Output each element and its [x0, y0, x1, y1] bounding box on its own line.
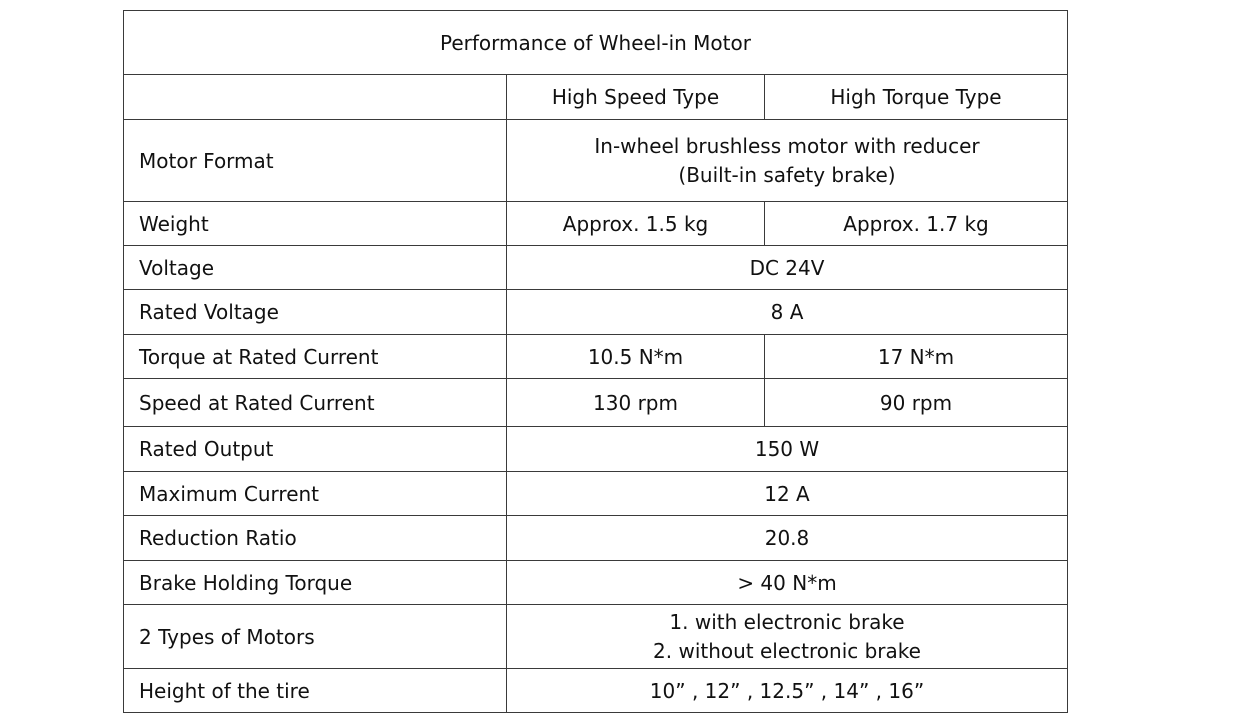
row-label: Brake Holding Torque [123, 560, 507, 605]
row-label: Motor Format [123, 119, 507, 202]
row-label: Speed at Rated Current [123, 378, 507, 427]
row-label: Voltage [123, 245, 507, 290]
high-speed-value: Approx. 1.5 kg [506, 201, 765, 246]
row-label: Reduction Ratio [123, 515, 507, 561]
table-row: Motor Format In-wheel brushless motor wi… [123, 119, 1068, 202]
row-label: Maximum Current [123, 471, 507, 516]
table-row: Weight Approx. 1.5 kg Approx. 1.7 kg [123, 201, 1068, 246]
row-value: > 40 N*m [506, 560, 1068, 605]
row-label: Rated Voltage [123, 289, 507, 335]
table-row: 2 Types of Motors 1. with electronic bra… [123, 604, 1068, 669]
row-label: 2 Types of Motors [123, 604, 507, 669]
motor-performance-table: Performance of Wheel-in Motor High Speed… [123, 10, 1068, 713]
high-speed-value: 130 rpm [506, 378, 765, 427]
row-value: In-wheel brushless motor with reducer (B… [506, 119, 1068, 202]
row-label: Weight [123, 201, 507, 246]
row-value: 150 W [506, 426, 1068, 472]
row-value: 1. with electronic brake 2. without elec… [506, 604, 1068, 669]
row-value: DC 24V [506, 245, 1068, 290]
table-row: Height of the tire 10” , 12” , 12.5” , 1… [123, 668, 1068, 713]
row-value: 8 A [506, 289, 1068, 335]
value-line: (Built-in safety brake) [678, 162, 896, 187]
table-title: Performance of Wheel-in Motor [123, 10, 1068, 75]
table-row: Maximum Current 12 A [123, 471, 1068, 516]
header-high-torque-type: High Torque Type [764, 74, 1068, 120]
table-row: Rated Output 150 W [123, 426, 1068, 472]
row-value: 10” , 12” , 12.5” , 14” , 16” [506, 668, 1068, 713]
row-value: 20.8 [506, 515, 1068, 561]
table-row: Voltage DC 24V [123, 245, 1068, 290]
value-line: In-wheel brushless motor with reducer [594, 133, 980, 158]
high-torque-value: 90 rpm [764, 378, 1068, 427]
table-header-row: High Speed Type High Torque Type [123, 74, 1068, 120]
row-label: Rated Output [123, 426, 507, 472]
table-row: Speed at Rated Current 130 rpm 90 rpm [123, 378, 1068, 427]
row-value: 12 A [506, 471, 1068, 516]
high-torque-value: 17 N*m [764, 334, 1068, 379]
high-speed-value: 10.5 N*m [506, 334, 765, 379]
value-line: 1. with electronic brake [669, 609, 905, 634]
value-line: 2. without electronic brake [653, 638, 921, 663]
table-row: Reduction Ratio 20.8 [123, 515, 1068, 561]
table-row: Brake Holding Torque > 40 N*m [123, 560, 1068, 605]
table-row: Rated Voltage 8 A [123, 289, 1068, 335]
row-label: Torque at Rated Current [123, 334, 507, 379]
table-title-row: Performance of Wheel-in Motor [123, 10, 1068, 75]
header-empty-cell [123, 74, 507, 120]
row-label: Height of the tire [123, 668, 507, 713]
high-torque-value: Approx. 1.7 kg [764, 201, 1068, 246]
header-high-speed-type: High Speed Type [506, 74, 765, 120]
table-row: Torque at Rated Current 10.5 N*m 17 N*m [123, 334, 1068, 379]
